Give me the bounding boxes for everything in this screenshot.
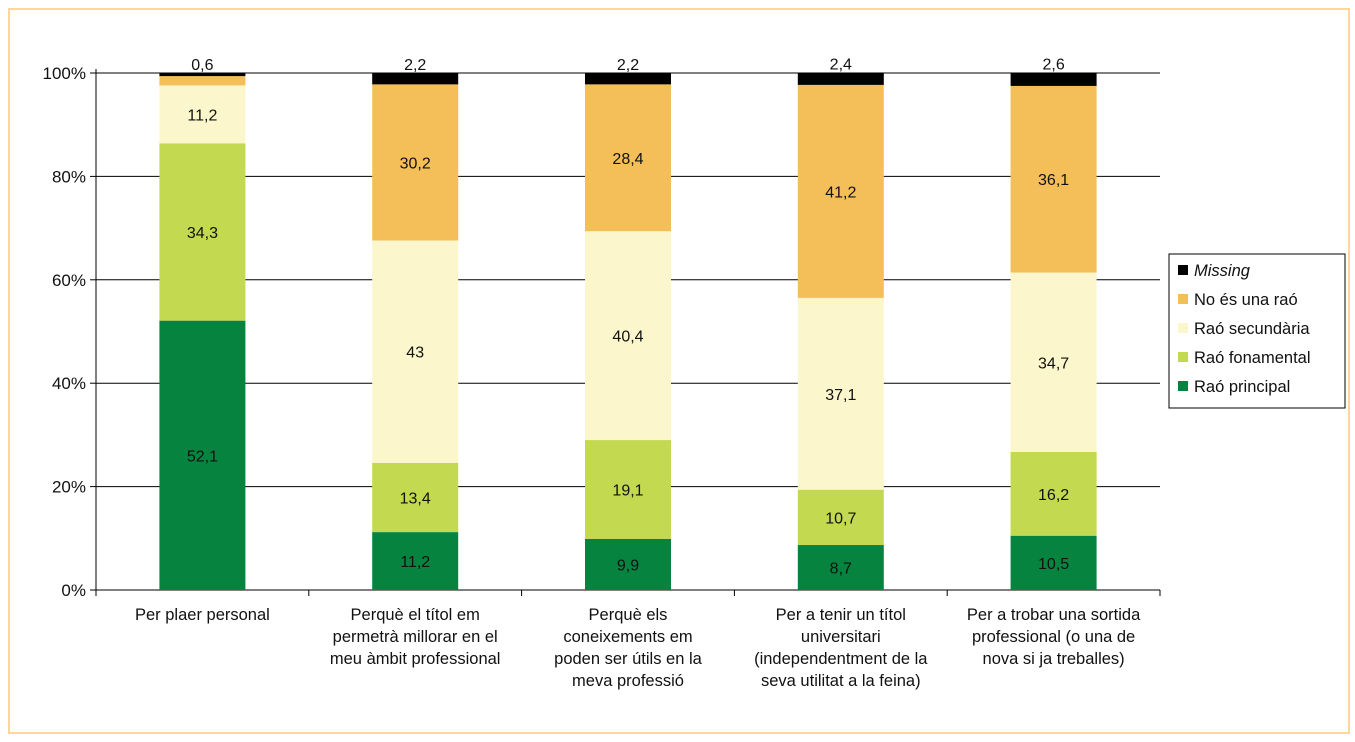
bar-segment	[1010, 272, 1097, 452]
bar-segment	[797, 545, 884, 590]
bar-segment	[372, 532, 459, 590]
data-label: 2,6	[1042, 56, 1064, 73]
data-label: 8,7	[830, 561, 852, 578]
data-label: 34,3	[187, 225, 218, 242]
y-tick-label: 20%	[52, 478, 86, 497]
category-label: poden ser útils en la	[554, 650, 703, 668]
data-label: 11,2	[400, 554, 430, 571]
bar-segment	[1010, 72, 1097, 86]
data-label: 41,2	[825, 184, 856, 201]
data-label: 34,7	[1038, 355, 1069, 372]
data-label: 9,9	[617, 557, 639, 574]
category-label: universitari	[801, 628, 881, 646]
bar-segment	[585, 84, 671, 232]
data-label: 52,1	[187, 448, 218, 465]
legend-swatch	[1178, 294, 1188, 304]
data-label: 16,2	[1038, 487, 1069, 504]
data-label: 37,1	[825, 387, 856, 404]
bar-segment	[585, 73, 671, 85]
data-label: 2,4	[830, 56, 852, 73]
category-label: (independentment de la	[754, 650, 928, 668]
category-label: professional (o una de	[972, 628, 1135, 646]
bar-segment	[585, 538, 671, 590]
bar-segment	[797, 297, 884, 490]
legend-swatch	[1178, 352, 1188, 362]
bar-segment	[797, 72, 884, 85]
bar-segment	[159, 76, 246, 86]
bar-segment	[159, 320, 246, 590]
category-label: Per plaer personal	[135, 606, 270, 624]
data-label: 2,2	[617, 57, 639, 74]
data-label: 30,2	[400, 155, 431, 172]
category-label: Perquè el títol em	[351, 606, 480, 624]
y-tick-label: 100%	[43, 64, 86, 83]
data-label: 2,2	[404, 57, 426, 74]
legend-label: No és una raó	[1194, 291, 1298, 309]
bar-segment	[1010, 451, 1097, 536]
bar-segment	[159, 143, 246, 321]
data-label: 10,7	[825, 510, 856, 527]
category-label: Per a tenir un títol	[776, 606, 906, 624]
y-tick-label: 0%	[61, 581, 86, 600]
legend-label: Raó fonamental	[1194, 349, 1311, 367]
legend-box	[1168, 253, 1346, 409]
category-label: Per a trobar una sortida	[967, 606, 1141, 624]
category-label: permetrà millorar en el	[333, 628, 498, 646]
data-label: 13,4	[400, 490, 431, 507]
bar-segment	[159, 73, 246, 77]
bar-segment	[797, 489, 884, 546]
data-label: 19,1	[612, 482, 643, 499]
bar-segment	[159, 85, 246, 144]
bar-segment	[372, 462, 459, 533]
bar-segment	[585, 440, 671, 539]
legend-swatch	[1178, 265, 1188, 275]
legend-label: Raó principal	[1194, 378, 1290, 396]
y-tick-label: 60%	[52, 271, 86, 290]
category-label: meva professió	[572, 672, 684, 690]
data-label: 11,2	[187, 107, 217, 124]
category-label: coneixements em	[563, 628, 692, 646]
bar-segment	[1010, 85, 1097, 273]
bar-segment	[372, 240, 459, 463]
category-label: Perquè els	[589, 606, 668, 624]
data-label: 40,4	[612, 329, 643, 346]
legend-label: Missing	[1194, 262, 1251, 280]
category-label: seva utilitat a la feina)	[761, 672, 921, 690]
bar-segment	[585, 231, 671, 441]
legend-swatch	[1178, 323, 1188, 333]
data-label: 36,1	[1038, 172, 1069, 189]
category-label: nova si ja treballes)	[983, 650, 1125, 668]
legend-swatch	[1178, 381, 1188, 391]
bar-segment	[372, 84, 459, 241]
y-tick-label: 80%	[52, 167, 86, 186]
legend-label: Raó secundària	[1194, 320, 1310, 338]
data-label: 43	[406, 345, 424, 362]
bar-segment	[1010, 535, 1097, 590]
data-label: 28,4	[612, 151, 643, 168]
data-label: 0,6	[191, 57, 213, 74]
category-label: meu àmbit professional	[330, 650, 501, 668]
bar-segment	[372, 73, 459, 85]
data-label: 10,5	[1038, 556, 1069, 573]
y-tick-label: 40%	[52, 374, 86, 393]
bar-segment	[797, 84, 884, 298]
